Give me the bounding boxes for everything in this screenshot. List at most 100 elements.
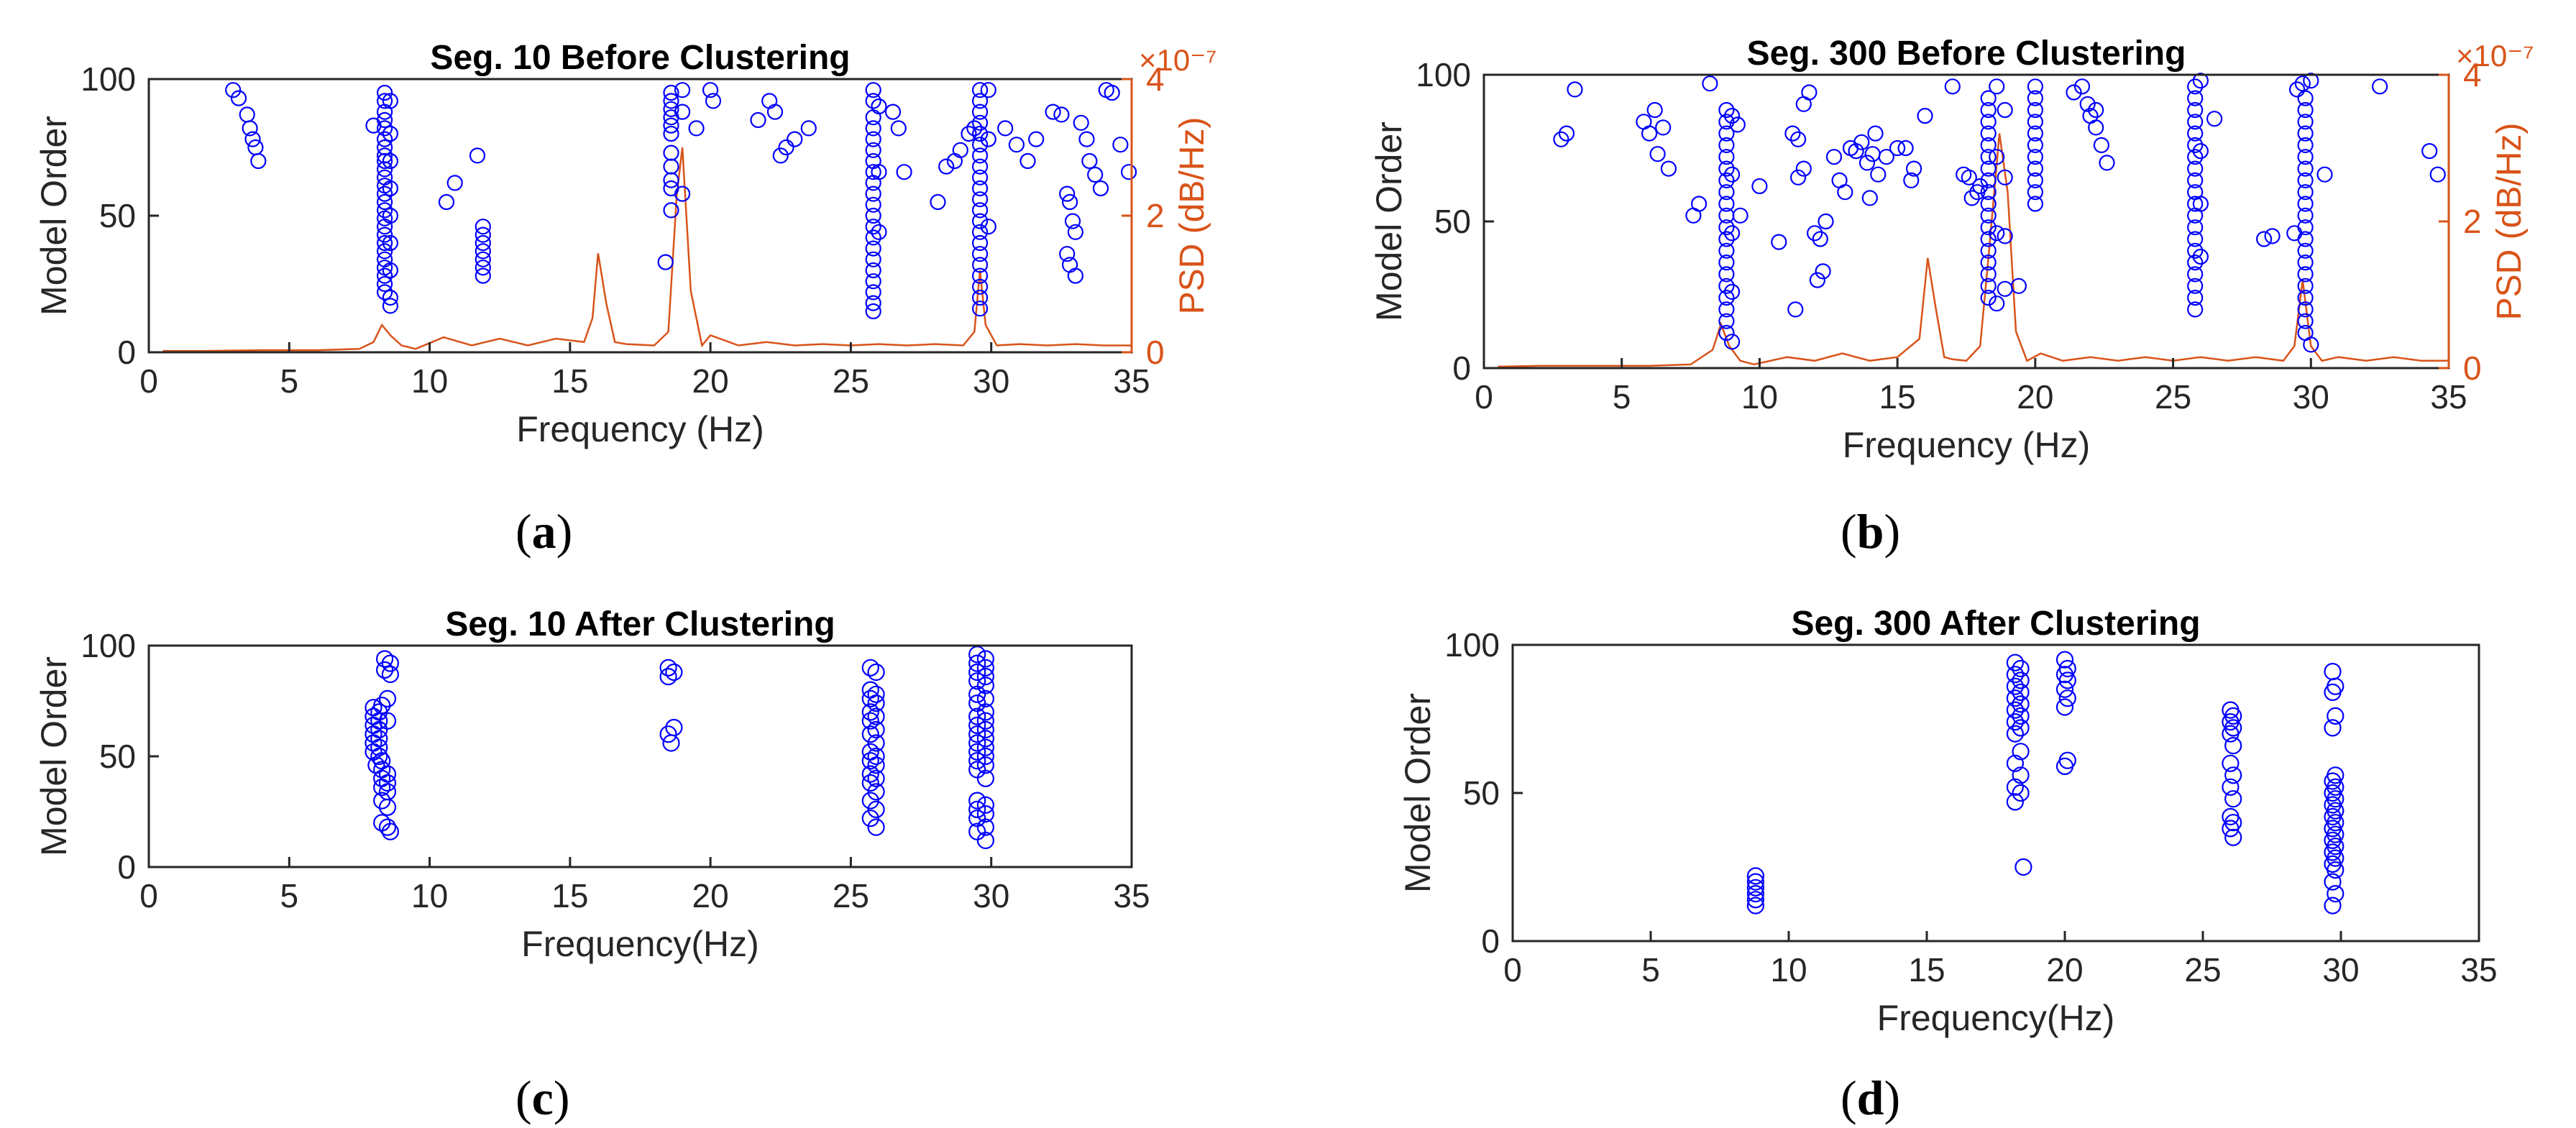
data-point [1980,278,1997,294]
plot-area [1482,73,2450,370]
data-point [750,111,766,129]
data-point [382,93,399,109]
data-point [976,769,995,787]
data-point [1078,131,1095,147]
panel-label-a: (a) [515,504,573,559]
data-point [884,104,902,120]
data-point [2297,207,2314,224]
data-point [378,712,397,730]
panel-label-d: (d) [1841,1070,1901,1125]
data-point [382,180,399,197]
data-point [976,796,995,814]
data-point [2073,78,2091,95]
data-point [997,120,1014,137]
data-point [1718,149,1735,165]
data-point [1045,104,1061,120]
data-point [1092,180,1109,197]
data-point [865,131,881,147]
data-point [865,93,881,109]
chart-title: Seg. 300 After Clustering [1791,605,2200,643]
data-point [968,800,986,819]
x-tick-label: 25 [833,362,869,400]
data-point [1028,131,1045,147]
data-point [1724,334,1741,350]
data-point [1718,278,1735,294]
data-point [475,251,491,267]
data-point [378,689,397,708]
data-point [2006,754,2024,772]
data-point [2027,125,2043,142]
data-point [376,93,393,109]
data-point [952,142,968,158]
data-point [865,207,881,224]
data-point [971,246,989,262]
data-point [1807,225,1823,242]
data-point [674,82,691,98]
data-point [2187,125,2204,142]
data-point [376,226,393,243]
data-point [2187,266,2204,283]
x-tick-label: 20 [2046,951,2083,989]
data-point [861,659,879,677]
data-point [1787,301,1804,318]
y-tick-label: 0 [117,334,136,371]
data-point [2222,778,2240,796]
data-point [2303,336,2319,353]
y-tick-label: 0 [117,848,136,886]
data-point [2297,184,2314,201]
data-point [1997,101,2013,119]
data-point [867,783,885,801]
data-point [1120,164,1137,180]
data-point [475,234,491,252]
data-point [2055,680,2074,698]
data-point [1718,172,1735,188]
right-y-tick-label: 2 [1146,197,1165,234]
data-point [2012,743,2030,761]
data-point [1980,290,1997,306]
data-point [1660,160,1677,177]
data-point [1980,196,1997,212]
data-point [1053,106,1070,123]
data-point [475,226,491,243]
data-point [861,725,879,743]
data-point [1848,143,1864,160]
data-point [2303,73,2319,89]
data-point [2327,861,2344,879]
y-tick-label: 50 [1463,774,1500,812]
data-point [971,213,989,229]
x-tick-label: 25 [833,877,869,914]
data-point [376,202,393,219]
data-point [376,131,393,147]
data-point [2027,137,2043,153]
data-point [2093,137,2109,153]
data-point [378,818,397,836]
data-point [2224,828,2242,846]
data-point [865,284,881,301]
data-point [871,164,887,180]
data-point [976,712,995,730]
data-point [1718,255,1735,271]
data-point [865,120,881,137]
data-point [2297,149,2314,165]
data-point [381,822,400,840]
data-point [2006,793,2024,811]
data-point [2327,884,2344,903]
data-point [2055,757,2074,776]
data-point [663,101,679,117]
data-point [1059,185,1076,202]
data-point [938,158,955,175]
data-point [2297,266,2314,283]
right-y-tick-label: 2 [2463,203,2482,240]
data-point [1567,81,1583,98]
data-point [865,185,881,202]
data-point [1980,255,1997,271]
data-point [961,125,977,142]
data-point [2297,125,2314,142]
data-point [2006,725,2024,743]
data-point [2012,719,2030,737]
data-point [865,229,881,246]
data-point [976,703,995,721]
data-point [469,147,486,164]
y-tick-label: 0 [1481,922,1500,960]
data-point [2058,671,2076,689]
